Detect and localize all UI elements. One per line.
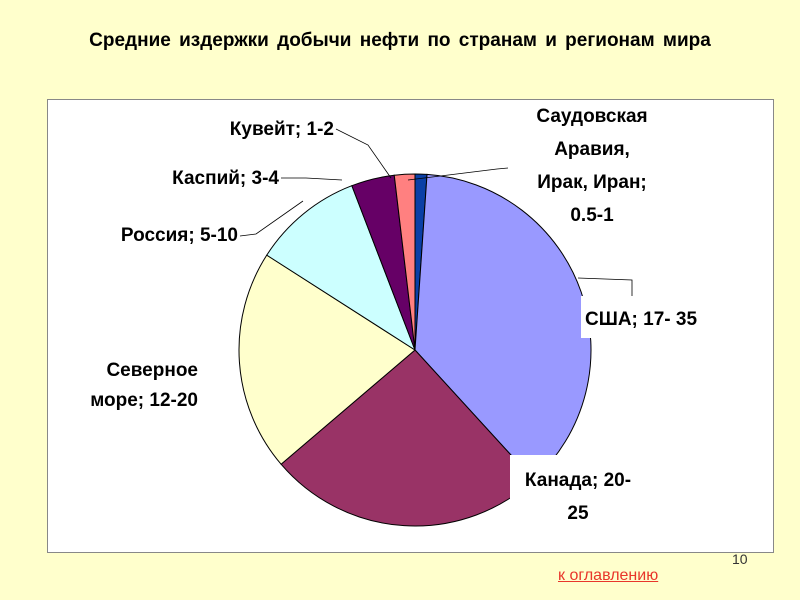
slice-label-line: 25: [567, 503, 589, 524]
table-of-contents-link[interactable]: к оглавлению: [558, 567, 659, 584]
slice-label-2: США; 17- 35: [585, 309, 697, 330]
slice-label-line: США; 17- 35: [585, 309, 697, 330]
slice-label-4: Северное море; 12-20: [90, 360, 198, 411]
leader-line-7: [335, 128, 392, 179]
pie-chart: Саудовская Аравия, Ирак, Иран; 0.5-1 США; 17…: [90, 106, 709, 527]
slice-label-line: 0.5-1: [570, 205, 614, 226]
pie-slice-3: [280, 349, 535, 527]
chart-area: Саудовская Аравия, Ирак, Иран; 0.5-1 США; 17…: [47, 99, 774, 553]
slice-label-line: Аравия,: [554, 139, 630, 160]
slice-label-3: Канада; 20- 25: [525, 470, 631, 524]
pie-slice-5: [266, 185, 417, 352]
slice-label-7: Кувейт; 1-2: [230, 119, 334, 140]
slice-label-line: Ирак, Иран;: [537, 172, 647, 193]
leader-line-2: [577, 277, 633, 299]
leader-line-5: [239, 200, 304, 237]
pie-slice-7: [393, 173, 416, 351]
slice-label-6: Каспий; 3-4: [172, 168, 279, 189]
slice-label-line: Россия; 5-10: [121, 225, 238, 246]
slice-label-line: Северное: [106, 360, 198, 381]
slice-label-line: Саудовская: [536, 106, 647, 127]
slide-title: Средние издержки добычи нефти по странам…: [89, 30, 711, 51]
slice-label-1: Саудовская Аравия, Ирак, Иран; 0.5-1: [536, 106, 647, 226]
leader-line-1: [407, 167, 509, 181]
page-number: 10: [732, 551, 748, 567]
label-background-3: [510, 455, 645, 500]
slice-label-line: Канада; 20-: [525, 470, 631, 491]
label-background-2: [581, 296, 709, 338]
slice-label-line: Кувейт; 1-2: [230, 119, 334, 140]
slice-label-line: Каспий; 3-4: [172, 168, 279, 189]
pie-slice-4: [238, 254, 416, 465]
slice-label-line: море; 12-20: [90, 390, 198, 411]
slice-label-5: Россия; 5-10: [121, 225, 238, 246]
pie-slice-2: [414, 173, 592, 481]
leader-line-6: [281, 177, 343, 181]
